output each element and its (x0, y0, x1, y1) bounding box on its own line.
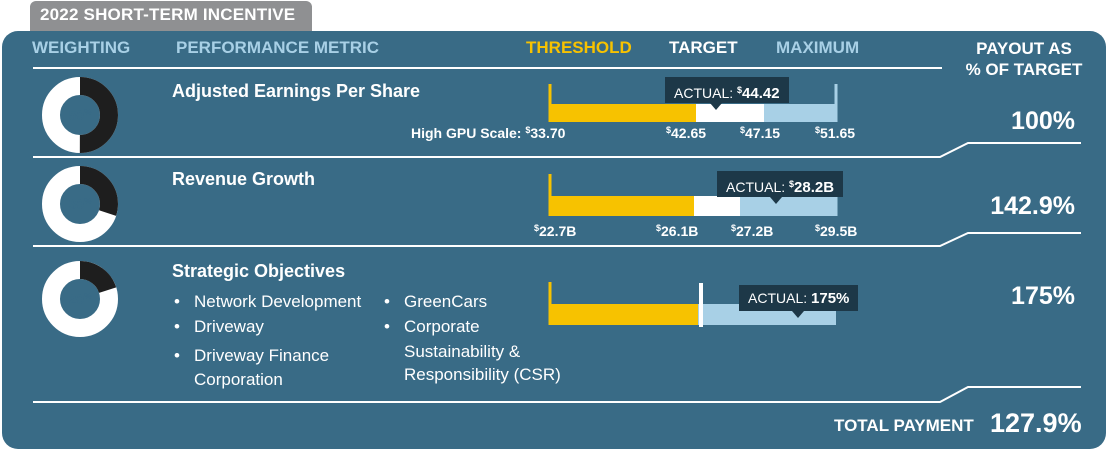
bar-eps-maximum (764, 104, 836, 122)
actual-label: ACTUAL: (674, 85, 734, 101)
tick-value: 22.7B (539, 223, 577, 239)
tick-value: 27.2B (736, 223, 774, 239)
divider-row3 (33, 386, 1081, 403)
tick-label-revenue-maximum: $29.5B (815, 223, 858, 239)
weight-label-eps: 50% (69, 107, 92, 123)
incentive-panel (2, 31, 1106, 449)
tick-label-eps-target: $47.15 (740, 125, 781, 141)
actual-box-strategic: ACTUAL: 175% (739, 285, 859, 311)
tick-value: 29.5B (820, 223, 858, 239)
list-item-text: Driveway Finance (194, 346, 330, 365)
weight-label-strategic: 20% (69, 291, 92, 307)
divider-row2 (33, 232, 1081, 247)
bullet-icon: • (174, 317, 180, 336)
scale-label-eps: High GPU Scale: $33.70 (411, 125, 566, 141)
page-title: 2022 SHORT-TERM INCENTIVE (40, 5, 296, 24)
title-tab (30, 1, 312, 33)
header-payout-line2: % OF TARGET (965, 60, 1083, 79)
bullet-icon: • (174, 292, 180, 311)
list-item-text: Corporate (404, 317, 480, 336)
list-item-text: GreenCars (404, 292, 488, 311)
tick-value: 26.1B (661, 223, 699, 239)
metric-title-eps: Adjusted Earnings Per Share (172, 81, 421, 101)
tick-label-revenue-threshold: $22.7B (534, 223, 577, 239)
tick-label-revenue-target: $26.1B (656, 223, 699, 239)
tick-label-revenue-target-high: $27.2B (731, 223, 774, 239)
total-payment-value: 127.9% (990, 408, 1082, 438)
bar-eps-threshold (550, 104, 696, 122)
tick-label-eps-maximum: $51.65 (815, 125, 856, 141)
bar-revenue (548, 174, 838, 216)
list-item-text: Sustainability & (404, 342, 521, 361)
bar-eps-target (696, 104, 764, 122)
header-threshold: THRESHOLD (526, 38, 632, 57)
donut-arc-revenue (42, 166, 118, 242)
metric-title-revenue: Revenue Growth (172, 169, 316, 189)
metric-title-strategic: Strategic Objectives (172, 261, 346, 281)
list-item-text: Corporation (194, 370, 283, 389)
bar-revenue-maximum (740, 196, 836, 216)
divider-row1 (33, 142, 1081, 158)
actual-box-eps: ACTUAL: $44.42 (665, 77, 789, 103)
bar-revenue-threshold (550, 196, 694, 216)
actual-pointer-strategic (792, 311, 804, 318)
header-weighting: WEIGHTING (32, 38, 131, 57)
weight-donut-strategic: 20% (42, 261, 118, 337)
actual-label: ACTUAL: (748, 290, 808, 306)
tick-value: 47.15 (745, 125, 781, 141)
actual-pointer-eps (710, 103, 722, 110)
header-maximum: MAXIMUM (776, 38, 860, 57)
actual-value-eps: 44.42 (742, 85, 780, 102)
total-payment-label: TOTAL PAYMENT (834, 416, 974, 435)
actual-value-strategic: 175% (811, 290, 850, 307)
weight-label-revenue: 30% (69, 196, 92, 212)
scale-label-text: High GPU Scale: (411, 125, 522, 141)
donut-arc-eps (42, 77, 118, 153)
donut-arc-strategic (42, 261, 118, 337)
header-target: TARGET (669, 38, 738, 57)
weight-donut-revenue: 30% (42, 166, 118, 242)
actual-label: ACTUAL: (726, 179, 786, 195)
weight-donut-eps: 50% (42, 77, 118, 153)
tick-value: 51.65 (820, 125, 856, 141)
tick-label-eps-threshold: $42.65 (666, 125, 707, 141)
payout-eps: 100% (1011, 107, 1075, 135)
bullet-icon: • (174, 346, 180, 365)
list-item-text: Responsibility (CSR) (404, 365, 561, 384)
header-metric: PERFORMANCE METRIC (176, 38, 380, 57)
header-payout: PAYOUT AS % OF TARGET (948, 38, 1100, 80)
scale-label-value: 33.70 (530, 125, 566, 141)
actual-pointer-revenue (770, 197, 782, 204)
list-item-text: Driveway (194, 317, 264, 336)
header-payout-line1: PAYOUT AS (976, 39, 1072, 58)
actual-box-revenue: ACTUAL: $28.2B (717, 171, 844, 197)
actual-value-revenue: 28.2B (794, 179, 835, 196)
bullet-icon: • (384, 317, 390, 336)
bar-revenue-target (694, 196, 740, 216)
list-item-text: Network Development (194, 292, 362, 311)
bullet-icon: • (384, 292, 390, 311)
bar-strategic-threshold (550, 304, 698, 325)
tick-value: 42.65 (671, 125, 707, 141)
payout-strategic: 175% (1011, 282, 1075, 310)
payout-revenue: 142.9% (990, 192, 1075, 220)
